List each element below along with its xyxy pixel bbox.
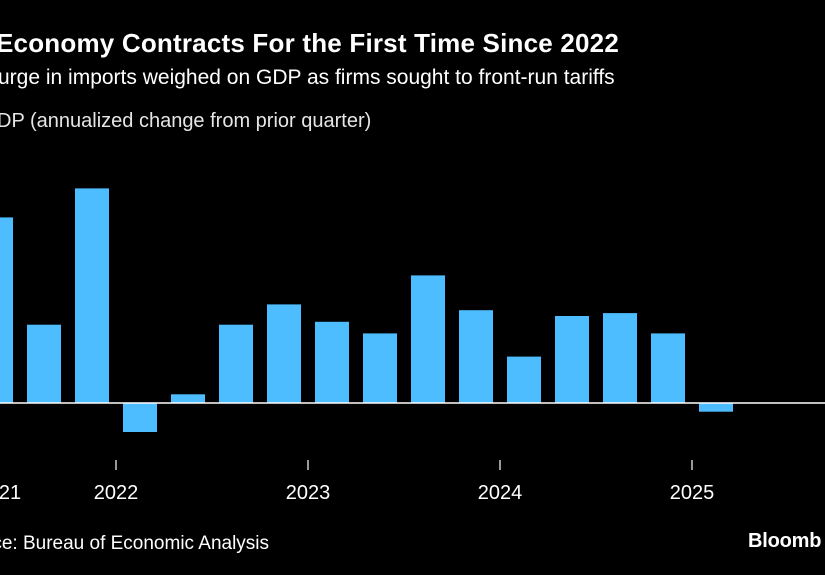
bar-2022-q3 (219, 324, 253, 403)
source-note: rce: Bureau of Economic Analysis (0, 533, 270, 554)
bar-2023-q4 (459, 310, 493, 403)
bar-2021-q3 (27, 324, 61, 403)
bar-2024-q3 (603, 313, 637, 403)
bar-2023-q3 (411, 275, 445, 403)
x-axis-ticks (115, 460, 693, 470)
bar-2024-q2 (555, 316, 589, 403)
chart-subtitle: urge in imports weighed on GDP as firms … (0, 66, 615, 89)
x-axis-tick-labels: 21 2022 2023 2024 2025 (0, 482, 714, 504)
bar-2025-q1 (699, 403, 733, 412)
bar-2022-q2 (171, 394, 205, 403)
x-tick-label-2025: 2025 (670, 482, 715, 504)
x-tick-label-2023: 2023 (286, 482, 331, 504)
bar-2022-q1 (123, 403, 157, 432)
chart-title: Economy Contracts For the First Time Sin… (0, 28, 619, 58)
y-axis-label: DP (annualized change from prior quarter… (0, 110, 372, 132)
x-tick-label-21: 21 (0, 482, 21, 504)
bar-2021-q2 (0, 217, 13, 403)
bar-2021-q4 (75, 188, 109, 403)
bloomberg-logo: Bloomb (748, 530, 822, 552)
bar-2024-q4 (651, 333, 685, 403)
bars-group (0, 188, 733, 432)
bar-2023-q2 (363, 333, 397, 403)
x-tick-label-2024: 2024 (478, 482, 523, 504)
bar-2023-q1 (315, 321, 349, 403)
bar-2022-q4 (267, 304, 301, 403)
bar-2024-q1 (507, 356, 541, 403)
x-tick-label-2022: 2022 (94, 482, 139, 504)
